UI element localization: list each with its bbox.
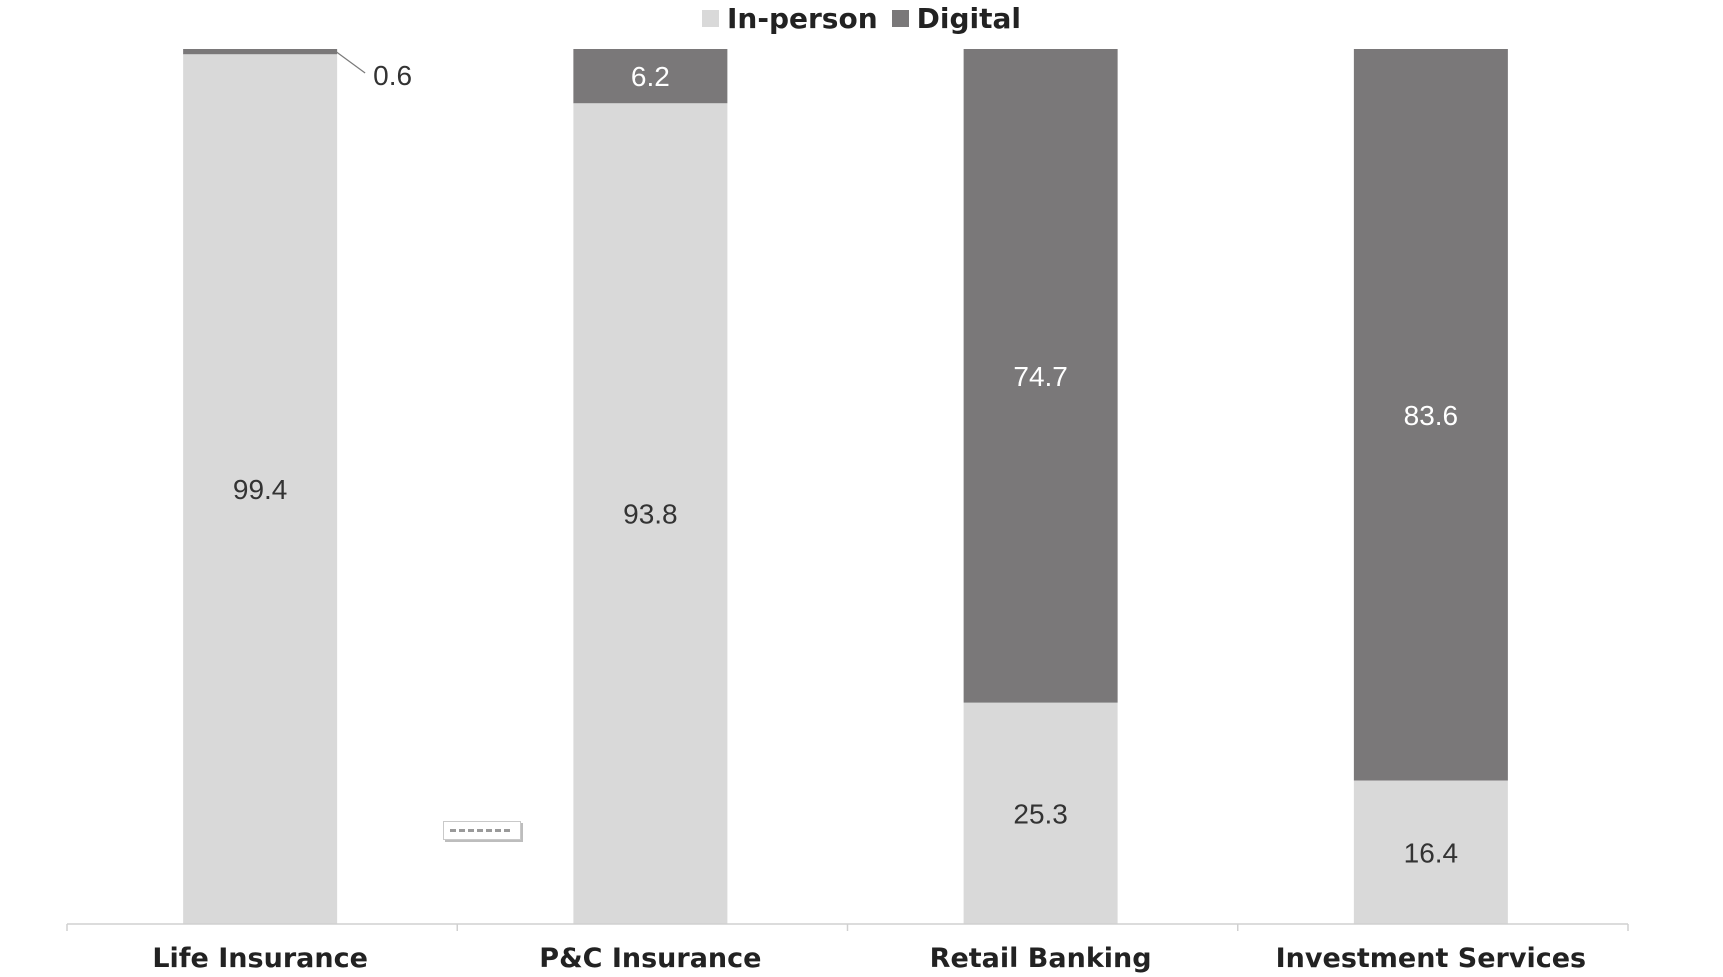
data-label-in-person-life-insurance: 99.4 (233, 474, 288, 505)
category-label-life-insurance: Life Insurance (152, 943, 368, 974)
bar-digital-investment-services (1353, 49, 1508, 781)
category-labels: Life Insurance P&C Insurance Retail Bankin… (152, 943, 1586, 974)
bar-in-person-p-c-insurance (573, 103, 728, 924)
bar-in-person-retail-banking (963, 702, 1118, 924)
data-label-digital-life-insurance: 0.6 (373, 60, 412, 91)
legend-label-digital: Digital (916, 2, 1021, 35)
axis-title-placeholder-tag (443, 821, 521, 840)
bar-in-person-life-insurance (183, 54, 338, 924)
bars (183, 49, 1508, 924)
legend: In-person Digital (0, 2, 1723, 35)
data-label-in-person-p-c-insurance: 93.8 (623, 499, 678, 530)
category-label-investment-services: Investment Services (1276, 943, 1586, 974)
category-label-retail-banking: Retail Banking (930, 943, 1152, 974)
legend-swatch-digital (891, 10, 909, 27)
leader-line-digital-life-insurance (334, 50, 366, 74)
data-label-in-person-investment-services: 16.4 (1404, 837, 1459, 868)
x-axis (66, 923, 1629, 931)
data-label-in-person-retail-banking: 25.3 (1013, 798, 1068, 829)
bar-digital-p-c-insurance (573, 49, 728, 104)
bar-digital-life-insurance (183, 49, 338, 55)
bar-in-person-investment-services (1353, 780, 1508, 924)
data-labels: 99.4 0.6 93.8 6.2 25.3 74.7 16.4 83.6 (233, 50, 1459, 868)
placeholder-text-mark (450, 829, 510, 832)
legend-item-in-person: In-person (701, 2, 878, 35)
data-label-digital-p-c-insurance: 6.2 (631, 61, 670, 92)
data-label-digital-retail-banking: 74.7 (1013, 361, 1068, 392)
legend-item-digital: Digital (891, 2, 1021, 35)
legend-swatch-in-person (701, 10, 719, 27)
legend-label-in-person: In-person (726, 2, 878, 35)
bar-digital-retail-banking (963, 49, 1118, 703)
category-label-p-c-insurance: P&C Insurance (539, 943, 761, 974)
data-label-digital-investment-services: 83.6 (1404, 400, 1459, 431)
